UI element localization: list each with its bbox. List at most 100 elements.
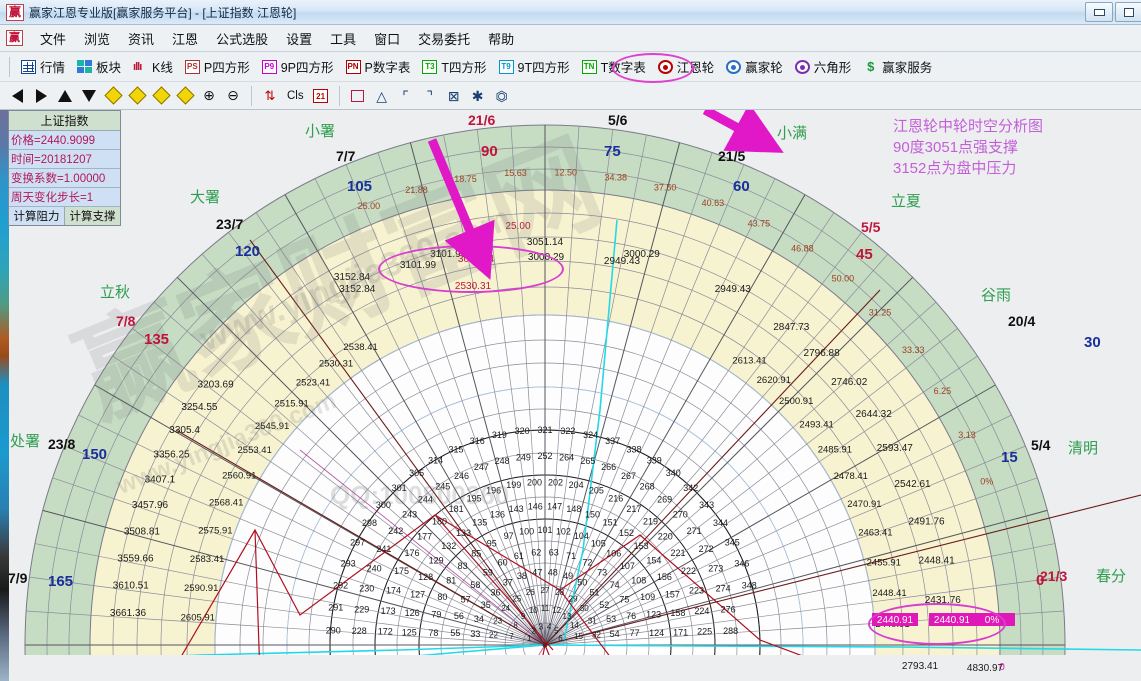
toolbar-divider — [251, 85, 252, 106]
toolbar-label: P数字表 — [364, 61, 411, 75]
svg-text:36: 36 — [490, 588, 500, 598]
arrow-right-icon[interactable] — [30, 86, 52, 106]
toolbar-button-p-number-table[interactable]: PN P数字表 — [340, 54, 417, 79]
degree-label-0: 0 — [1036, 572, 1045, 589]
diamond-down-icon[interactable] — [174, 86, 196, 106]
arc-tool-icon[interactable]: ⌜ — [402, 87, 409, 104]
toolbar-button-hexagon[interactable]: 六角形 — [789, 54, 858, 79]
degree-label-120: 120 — [235, 243, 261, 260]
degree-label-135: 135 — [144, 331, 170, 348]
svg-text:0%: 0% — [980, 476, 993, 486]
minimize-button[interactable] — [1085, 2, 1113, 22]
diamond-left-icon[interactable] — [102, 86, 124, 106]
svg-text:2493.41: 2493.41 — [799, 419, 833, 430]
zoom-in-icon[interactable]: ⊕ — [203, 87, 215, 103]
menu-item-tools[interactable]: 工具 — [330, 31, 357, 47]
svg-text:27: 27 — [541, 586, 550, 595]
menu-item-window[interactable]: 窗口 — [374, 31, 401, 47]
toolbar-button-gann-wheel[interactable]: 江恩轮 — [652, 54, 721, 79]
toolbar-button-9p-square[interactable]: P9 9P四方形 — [256, 54, 340, 79]
svg-text:54: 54 — [610, 629, 620, 639]
toolbar-button-t-square[interactable]: T3 T四方形 — [416, 54, 492, 79]
menu-item-news[interactable]: 资讯 — [128, 31, 155, 47]
toolbar-button-sectors[interactable]: 板块 — [71, 54, 127, 79]
toolbar-button-quotes[interactable]: 行情 — [15, 54, 71, 79]
arrow-down-icon[interactable] — [78, 86, 100, 106]
time-row: 时间=20181207 — [9, 150, 120, 169]
svg-text:249: 249 — [516, 452, 531, 462]
toolbar-button-t-number-table[interactable]: TN T数字表 — [576, 54, 652, 79]
svg-text:73: 73 — [597, 567, 607, 577]
svg-text:338: 338 — [626, 445, 641, 455]
diamond-right-icon[interactable] — [126, 86, 148, 106]
svg-text:52: 52 — [599, 600, 609, 610]
gann-wheel-chart[interactable]: 1 2 3 4 5 6 7 8 9 10 11 12 13 14 15 22 23 24 25 26 27 28 29 30 3… — [0, 110, 1141, 681]
svg-text:291: 291 — [328, 603, 343, 613]
svg-text:2583.41: 2583.41 — [190, 554, 224, 565]
menu-item-file[interactable]: 文件 — [40, 31, 67, 47]
svg-text:174: 174 — [386, 586, 401, 596]
svg-text:314: 314 — [428, 455, 443, 465]
crossbox-tool-icon[interactable]: ⊠ — [447, 87, 460, 104]
svg-text:288: 288 — [723, 626, 738, 636]
date-label-20-4: 20/4 — [1008, 313, 1036, 329]
svg-text:48: 48 — [548, 567, 558, 577]
svg-text:3000.29: 3000.29 — [528, 252, 565, 263]
gann-wheel-icon — [657, 59, 673, 74]
svg-text:71: 71 — [566, 551, 576, 561]
svg-text:11: 11 — [541, 604, 550, 613]
pn-table-icon: PN — [345, 59, 361, 74]
svg-text:269: 269 — [657, 495, 672, 505]
arc2-tool-icon[interactable]: ⌝ — [426, 87, 433, 104]
svg-text:205: 205 — [589, 486, 604, 496]
date-label-5-4: 5/4 — [1031, 437, 1051, 453]
price-row: 价格=2440.9099 — [9, 131, 120, 150]
arrow-left-icon[interactable] — [6, 86, 28, 106]
cls-button[interactable]: Cls — [283, 86, 308, 106]
svg-text:13: 13 — [562, 612, 571, 621]
date-label-7-8: 7/8 — [116, 313, 136, 329]
svg-text:62: 62 — [531, 547, 541, 557]
arrow-up-icon[interactable] — [54, 86, 76, 106]
menu-logo-icon: 赢 — [6, 30, 23, 46]
calc-support-button[interactable]: 计算支撑 — [65, 207, 120, 225]
toolbar-button-kline[interactable]: ıllı K线 — [127, 54, 179, 79]
svg-text:315: 315 — [448, 445, 463, 455]
toolbar-button-winner-service[interactable]: $ 赢家服务 — [857, 54, 938, 79]
menu-item-gann[interactable]: 江恩 — [172, 31, 199, 47]
menu-item-settings[interactable]: 设置 — [286, 31, 313, 47]
svg-text:267: 267 — [621, 471, 636, 481]
calendar-icon[interactable]: 21 — [310, 86, 332, 106]
rectangle-tool-icon[interactable] — [347, 86, 369, 106]
menu-item-trade[interactable]: 交易委托 — [418, 31, 471, 47]
cls-label: Cls — [287, 89, 304, 102]
svg-text:293: 293 — [341, 559, 356, 569]
triangle-tool-icon[interactable]: △ — [376, 87, 388, 104]
degree-label-105: 105 — [347, 178, 373, 195]
svg-text:3.13: 3.13 — [958, 430, 976, 440]
restore-button[interactable] — [1115, 2, 1141, 22]
svg-text:22: 22 — [489, 631, 498, 640]
crosslines-tool-icon[interactable]: ✱ — [471, 87, 484, 104]
menu-item-formula-stock[interactable]: 公式选股 — [216, 31, 269, 47]
date-label-5-5: 5/5 — [861, 219, 881, 235]
svg-text:53: 53 — [606, 614, 616, 624]
toolbar-button-9t-square[interactable]: T9 9T四方形 — [493, 54, 576, 79]
svg-text:61: 61 — [514, 551, 524, 561]
diamond-up-icon[interactable] — [150, 86, 172, 106]
toolbar-button-p-square[interactable]: PS P四方形 — [179, 54, 256, 79]
menu-item-help[interactable]: 帮助 — [488, 31, 515, 47]
svg-text:2613.41: 2613.41 — [732, 356, 766, 367]
grid-icon — [21, 59, 36, 74]
svg-text:14: 14 — [570, 621, 579, 630]
calc-resistance-button[interactable]: 计算阻力 — [9, 207, 65, 225]
updown-arrows-icon[interactable]: ⇅ — [264, 87, 276, 103]
solar-term-chushu: 处署 — [10, 433, 41, 450]
factor-row: 变换系数=1.00000 — [9, 169, 120, 188]
magnet-tool-icon[interactable]: ⏣ — [495, 87, 508, 104]
svg-text:228: 228 — [352, 626, 367, 636]
toolbar-button-winner-wheel[interactable]: 赢家轮 — [720, 54, 789, 79]
menu-item-browse[interactable]: 浏览 — [84, 31, 111, 47]
zoom-out-icon[interactable]: ⊖ — [227, 87, 239, 103]
svg-text:46.88: 46.88 — [791, 244, 814, 254]
